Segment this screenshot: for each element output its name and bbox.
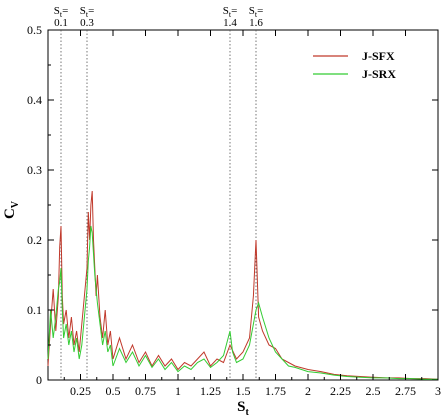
x-tick-label: 1 — [175, 384, 181, 398]
x-tick-label: 1.75 — [265, 384, 286, 398]
legend: J-SFX J-SRX — [313, 49, 396, 81]
x-tick-label: 0.75 — [135, 384, 156, 398]
x-tick-label: 0.5 — [106, 384, 121, 398]
x-axis-title: St — [237, 399, 249, 418]
legend-label-j-sfx: J-SFX — [362, 49, 395, 63]
marker-labels: St=0.1St=0.3St=1.4St=1.6 — [54, 5, 264, 29]
x-tick-label: 2 — [305, 384, 311, 398]
x-ticks: 0.25 0.5 0.75 1 1.25 1.5 1.75 2 2.25 2.5 2.75 3 — [63, 30, 441, 398]
marker-value-2: 1.4 — [223, 17, 237, 29]
x-tick-label: 1.5 — [236, 384, 251, 398]
y-axis-title: CV — [2, 200, 21, 219]
marker-value-3: 1.6 — [249, 17, 263, 29]
y-tick-label: 0.5 — [27, 23, 42, 37]
series-line-j-sfx — [47, 190, 439, 380]
x-tick-label: 0.25 — [70, 384, 91, 398]
x-tick-label: 2.75 — [395, 384, 416, 398]
x-axis-title-sub: t — [246, 407, 250, 418]
x-axis-title-main: S — [237, 399, 245, 415]
legend-label-j-srx: J-SRX — [362, 67, 396, 81]
marker-label-2: St= — [223, 5, 238, 19]
marker-lines — [60, 30, 257, 380]
series-line-j-srx — [47, 225, 438, 380]
x-tick-label: 2.25 — [330, 384, 351, 398]
y-tick-label: 0 — [36, 373, 42, 387]
marker-value-0: 0.1 — [54, 17, 68, 29]
marker-label-0: St= — [54, 5, 69, 19]
marker-label-1: St= — [80, 5, 95, 19]
y-axis-title-sub: V — [10, 200, 21, 208]
y-axis-title-main: C — [2, 208, 18, 219]
y-ticks: 0 0.1 0.2 0.3 0.4 0.5 — [27, 23, 438, 387]
marker-label-3: St= — [249, 5, 264, 19]
x-tick-label: 1.25 — [200, 384, 221, 398]
x-tick-label: 2.5 — [366, 384, 381, 398]
y-tick-label: 0.4 — [27, 93, 42, 107]
y-tick-label: 0.3 — [27, 163, 42, 177]
y-tick-label: 0.2 — [27, 233, 42, 247]
y-tick-label: 0.1 — [27, 303, 42, 317]
x-tick-label: 3 — [435, 384, 441, 398]
marker-value-1: 0.3 — [80, 17, 94, 29]
series-group — [47, 190, 439, 380]
